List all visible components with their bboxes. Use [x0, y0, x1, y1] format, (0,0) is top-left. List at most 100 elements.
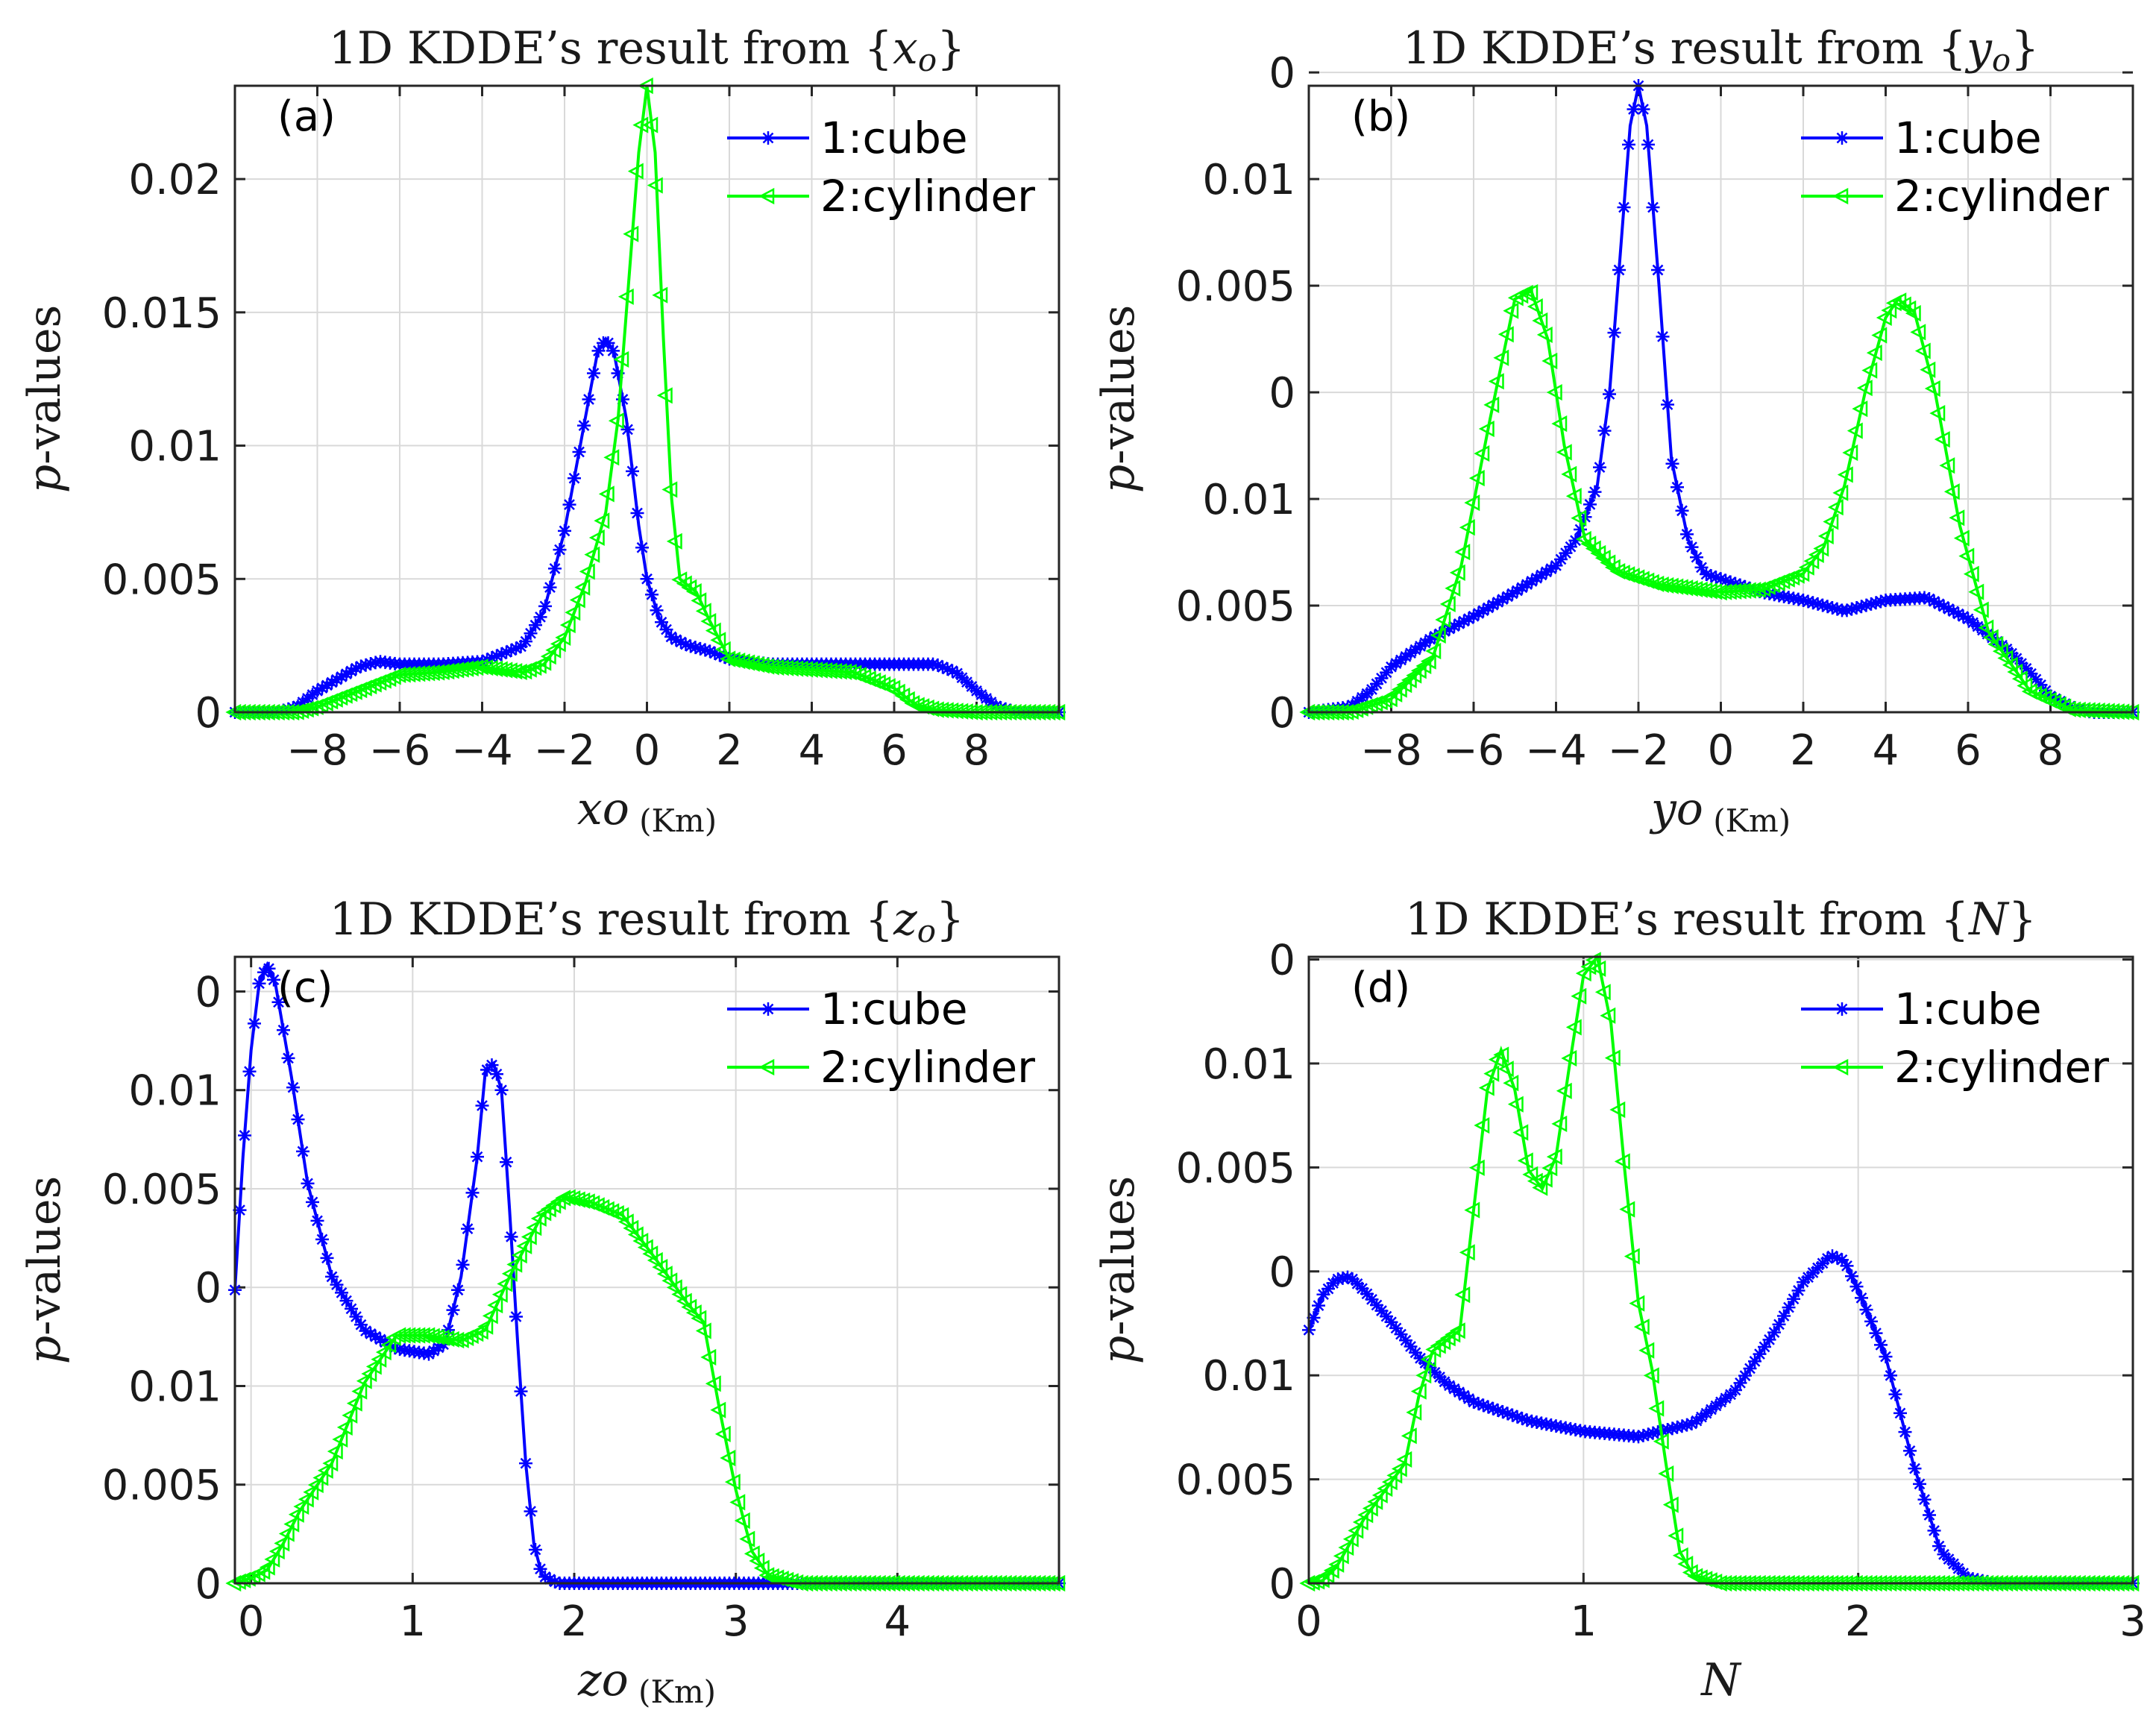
chart-title: 1D KDDE’s result from {zo}	[330, 893, 964, 949]
data-point	[335, 1286, 348, 1300]
data-point	[684, 639, 697, 653]
data-point	[1409, 643, 1422, 657]
data-point	[936, 660, 949, 674]
data-point	[283, 1515, 300, 1533]
data-point	[1413, 639, 1427, 653]
data-point	[1893, 1406, 1907, 1420]
data-point	[1532, 312, 1548, 330]
x-tick-label: −8	[286, 726, 348, 775]
data-point	[1477, 603, 1490, 618]
legend-label: 1:cube	[820, 113, 968, 163]
data-point	[509, 641, 523, 656]
data-point	[940, 662, 955, 676]
data-point	[674, 635, 688, 649]
data-point	[1442, 1378, 1456, 1392]
data-point	[1477, 1398, 1490, 1413]
data-point	[1551, 415, 1568, 433]
plot-area	[235, 957, 1059, 1583]
data-point	[1845, 602, 1858, 616]
data-point	[1869, 596, 1883, 610]
data-point	[482, 1307, 498, 1325]
data-point	[1905, 305, 1921, 322]
data-point	[1609, 1101, 1626, 1119]
data-point	[1680, 1418, 1694, 1432]
data-point	[652, 286, 668, 304]
data-point	[1859, 1303, 1873, 1317]
data-point	[688, 641, 703, 655]
y-tick-label: 0.02	[128, 156, 221, 204]
data-point	[1600, 1007, 1616, 1024]
data-point	[700, 1348, 717, 1366]
data-point	[1496, 1405, 1509, 1419]
data-point	[1590, 960, 1606, 977]
data-point	[601, 336, 615, 350]
data-point	[594, 512, 610, 530]
data-point	[577, 418, 591, 433]
x-tick-label: −4	[1525, 726, 1587, 775]
data-point	[1816, 598, 1829, 612]
data-point	[2084, 702, 2101, 719]
data-point	[1549, 1419, 1563, 1433]
data-point	[1512, 1124, 1529, 1141]
data-point	[630, 506, 644, 520]
data-point	[1536, 1171, 1553, 1188]
data-point	[568, 471, 581, 486]
data-point	[335, 670, 348, 684]
data-point	[336, 1418, 353, 1436]
data-point	[1840, 603, 1854, 618]
data-point	[1564, 1421, 1577, 1436]
data-point	[1493, 349, 1509, 366]
data-point	[703, 644, 717, 659]
data-point	[1680, 527, 1694, 541]
data-point	[1656, 1424, 1670, 1438]
data-point	[1820, 600, 1835, 614]
data-point	[739, 1530, 755, 1547]
data-point	[617, 288, 634, 305]
x-tick-label: 4	[799, 726, 826, 775]
data-point	[248, 1016, 261, 1031]
data-point	[1389, 656, 1403, 670]
data-point	[588, 529, 605, 547]
y-tick-label: 0	[195, 1560, 221, 1609]
data-point	[298, 1491, 314, 1508]
data-point	[281, 1051, 295, 1065]
data-point	[661, 1272, 678, 1289]
data-point	[1675, 503, 1689, 518]
data-point	[359, 1324, 373, 1338]
data-point	[611, 366, 625, 380]
data-point	[1481, 600, 1495, 615]
data-point	[666, 1279, 682, 1296]
legend-marker	[1832, 1058, 1849, 1076]
data-point	[1709, 571, 1723, 585]
data-point	[1949, 509, 1965, 527]
x-tick-label: 0	[238, 1597, 265, 1646]
y-tick-label: 0.01	[1202, 156, 1295, 204]
data-point	[572, 444, 586, 459]
data-point	[332, 1430, 348, 1448]
data-point	[1367, 1493, 1383, 1510]
data-point	[1874, 594, 1888, 609]
data-point	[535, 654, 552, 671]
data-point	[710, 1401, 726, 1418]
data-point	[1641, 1427, 1655, 1442]
data-point	[1445, 579, 1461, 597]
data-point	[652, 1258, 668, 1276]
data-point	[1321, 1282, 1335, 1296]
data-point	[1729, 1383, 1742, 1398]
data-point	[1561, 1049, 1577, 1067]
data-point	[349, 662, 363, 676]
data-point	[744, 1545, 760, 1562]
data-point	[1399, 1333, 1412, 1348]
data-point	[1665, 456, 1679, 471]
data-point	[1462, 612, 1476, 626]
data-point	[691, 1310, 707, 1327]
data-point	[1420, 653, 1436, 670]
data-point	[1452, 617, 1466, 631]
data-point	[548, 1574, 562, 1589]
x-axis-label: yo (Km)	[1649, 783, 1791, 839]
data-point	[1551, 1115, 1568, 1133]
y-axis-label: p-values	[1093, 1176, 1145, 1365]
data-point	[494, 1083, 509, 1097]
data-point	[1471, 1397, 1486, 1411]
data-point	[1830, 602, 1844, 616]
